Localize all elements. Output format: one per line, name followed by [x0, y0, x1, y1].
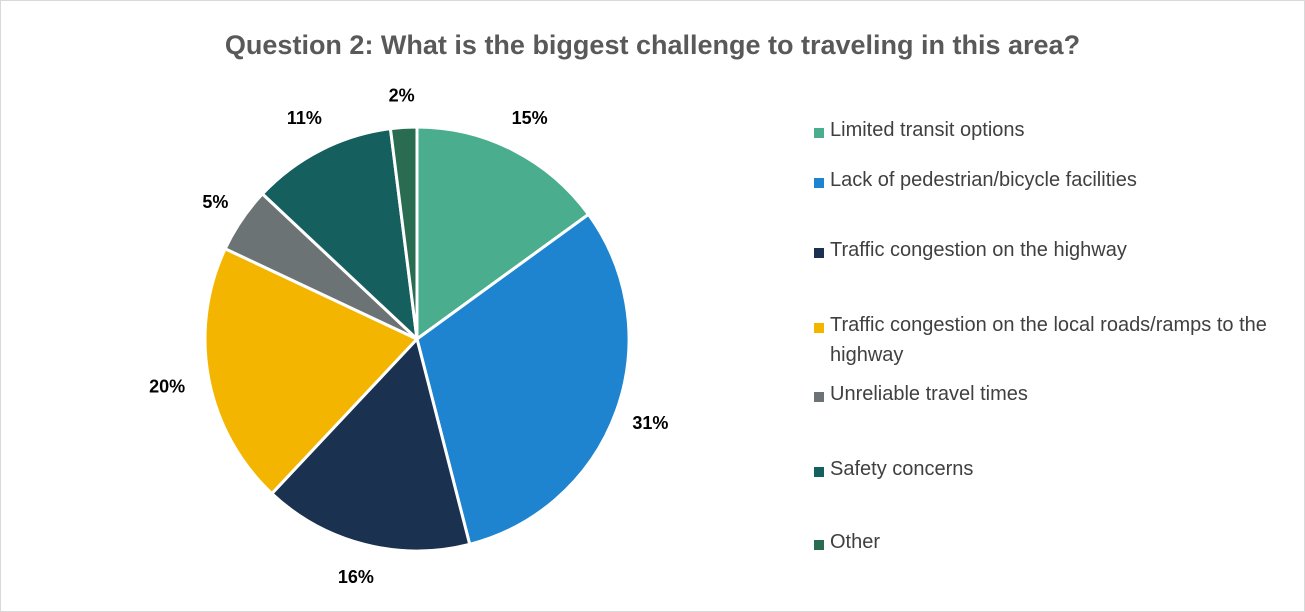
legend-swatch: [814, 323, 824, 333]
pie-slice-other: [388, 125, 419, 340]
legend-swatch: [814, 392, 824, 402]
pie-slices: [203, 125, 631, 553]
legend-label: Safety concerns: [830, 458, 974, 480]
legend-item-highway-congestion: Traffic congestion on the highway: [814, 239, 1127, 265]
legend-label: Limited transit options: [830, 119, 1025, 141]
legend-label: Other: [830, 531, 881, 553]
data-label: 20%: [149, 377, 185, 397]
pie-slice-safety-concerns: [260, 126, 420, 343]
pie-data-labels: 15% 31% 16% 20% 5% 11% 2%: [149, 86, 668, 588]
pie-slice-lack-of-pedestrian-bicycle-facilities: [415, 212, 631, 547]
legend-swatch: [814, 248, 824, 258]
legend-label: Traffic congestion on the highway: [830, 239, 1127, 261]
pie-slice-limited-transit-options: [415, 125, 591, 342]
chart-title: Question 2: What is the biggest challeng…: [224, 30, 1081, 60]
legend-swatch: [814, 178, 824, 188]
data-label: 5%: [202, 192, 228, 212]
data-label: 2%: [389, 86, 415, 106]
pie-slice-traffic-congestion-on-the-local-roads-ramps-to-the-highway: [203, 246, 420, 496]
data-label: 15%: [512, 108, 548, 128]
legend-item-limited-transit: Limited transit options: [814, 119, 1025, 145]
legend-item-other: Other: [814, 531, 880, 557]
legend-item-unreliable-times: Unreliable travel times: [814, 383, 1028, 409]
legend-swatch: [814, 467, 824, 477]
legend-item-pedestrian-bicycle: Lack of pedestrian/bicycle facilities: [814, 169, 1137, 195]
legend-item-local-roads-congestion: Traffic congestion on the local roads/ra…: [814, 314, 1280, 370]
legend-label: Traffic congestion on the local roads/ra…: [830, 314, 1267, 366]
data-label: 11%: [287, 108, 322, 128]
data-label: 16%: [338, 567, 374, 587]
legend-swatch: [814, 540, 824, 550]
chart-legend: Limited transit options Lack of pedestri…: [814, 0, 1294, 612]
legend-swatch: [814, 128, 824, 138]
pie-slice-traffic-congestion-on-the-highway: [269, 335, 472, 553]
legend-label: Unreliable travel times: [830, 383, 1028, 405]
legend-item-safety-concerns: Safety concerns: [814, 458, 973, 484]
legend-label: Lack of pedestrian/bicycle facilities: [830, 169, 1137, 191]
data-label: 31%: [632, 413, 668, 433]
